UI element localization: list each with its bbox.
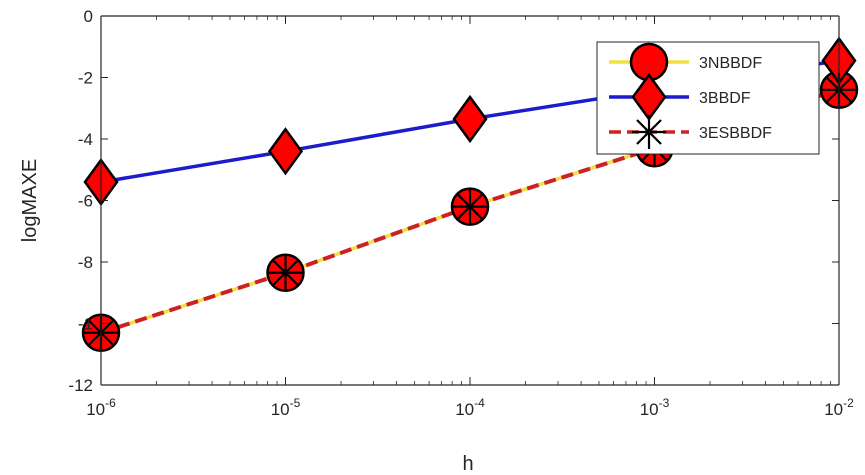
x-tick-label-2: 10-4 xyxy=(455,396,485,419)
legend-marker-3esbbdf xyxy=(632,115,666,149)
x-tick-label-1: 10-5 xyxy=(271,396,301,419)
y-tick-label-0: 0 xyxy=(84,7,93,26)
data-point-3esbbdf-2 xyxy=(453,189,487,224)
y-tick-label-2: -4 xyxy=(78,130,93,149)
legend-label-3esbbdf: 3ESBBDF xyxy=(699,125,772,142)
legend-label-3nbbdf: 3NBBDF xyxy=(699,55,762,72)
y-tick-label-4: -8 xyxy=(78,253,93,272)
y-tick-label-5: -1 xyxy=(78,315,93,334)
data-point-3bbdf-1 xyxy=(267,127,304,176)
y-tick-label-3: -6 xyxy=(78,192,93,211)
legend: 3NBBDF 3BBDF 3ESBBDF xyxy=(596,41,820,155)
data-point-3esbbdf-1 xyxy=(268,255,303,290)
y-tick-label-1: -2 xyxy=(78,69,93,88)
data-point-3bbdf-2 xyxy=(452,94,488,144)
legend-label-3bbdf: 3BBDF xyxy=(699,90,751,107)
x-axis-label: h xyxy=(462,453,473,475)
x-tick-label-4: 10-2 xyxy=(824,396,854,419)
x-tick-label-3: 10-3 xyxy=(640,396,670,419)
y-tick-label-6: -12 xyxy=(68,376,93,395)
x-tick-label-0: 10-6 xyxy=(86,396,116,419)
y-axis-label: logMAXE xyxy=(19,159,41,242)
